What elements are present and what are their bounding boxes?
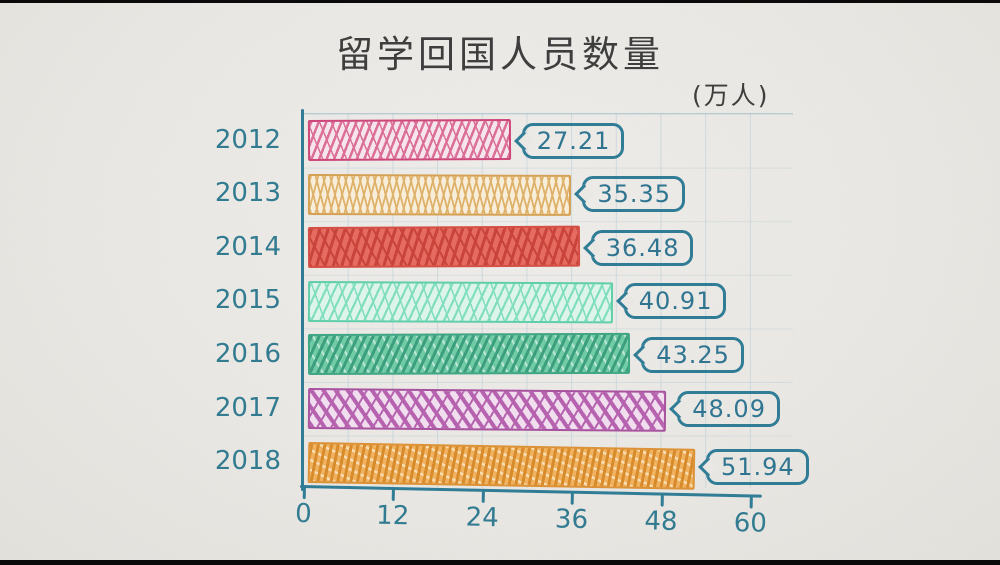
- unit-label: (万人): [692, 81, 770, 110]
- letterbox-top: [0, 0, 1000, 3]
- value-callout: 48.09: [677, 390, 780, 427]
- x-tick: [660, 494, 664, 507]
- category-label: 2018: [214, 446, 281, 477]
- x-tick-label: 36: [554, 504, 589, 536]
- x-tick-label: 48: [644, 506, 678, 537]
- value-callout: 27.21: [521, 122, 625, 159]
- bar: [307, 441, 696, 490]
- chart-title: 留学回国人员数量: [336, 33, 664, 76]
- bar: [307, 388, 667, 432]
- x-tick-label: 24: [465, 502, 500, 534]
- x-axis: 0 12 24 36 48 60: [295, 485, 767, 545]
- y-axis-line: [301, 109, 304, 491]
- x-tick: [392, 488, 396, 501]
- x-tick: [302, 487, 306, 500]
- bar: [307, 225, 580, 269]
- x-tick-label: 0: [294, 498, 312, 530]
- category-label: 2013: [214, 178, 281, 209]
- letterbox-bottom: [0, 560, 1000, 565]
- bar: [307, 118, 511, 161]
- bar: [307, 280, 613, 324]
- bar: [307, 173, 572, 216]
- x-tick-label: 12: [375, 500, 410, 532]
- category-label: 2014: [214, 231, 281, 262]
- category-label: 2017: [214, 392, 281, 423]
- value-callout: 40.91: [623, 283, 727, 320]
- category-label: 2015: [214, 285, 281, 316]
- category-label: 2012: [214, 124, 281, 155]
- x-tick: [749, 496, 753, 509]
- value-callout: 35.35: [582, 176, 686, 213]
- value-callout: 51.94: [705, 449, 809, 486]
- bar: [307, 333, 631, 376]
- x-tick-label: 60: [733, 508, 768, 539]
- value-callout: 36.48: [590, 229, 694, 266]
- value-callout: 43.25: [641, 336, 744, 373]
- x-tick: [570, 492, 575, 505]
- category-label: 2016: [214, 338, 281, 369]
- x-tick: [481, 490, 485, 503]
